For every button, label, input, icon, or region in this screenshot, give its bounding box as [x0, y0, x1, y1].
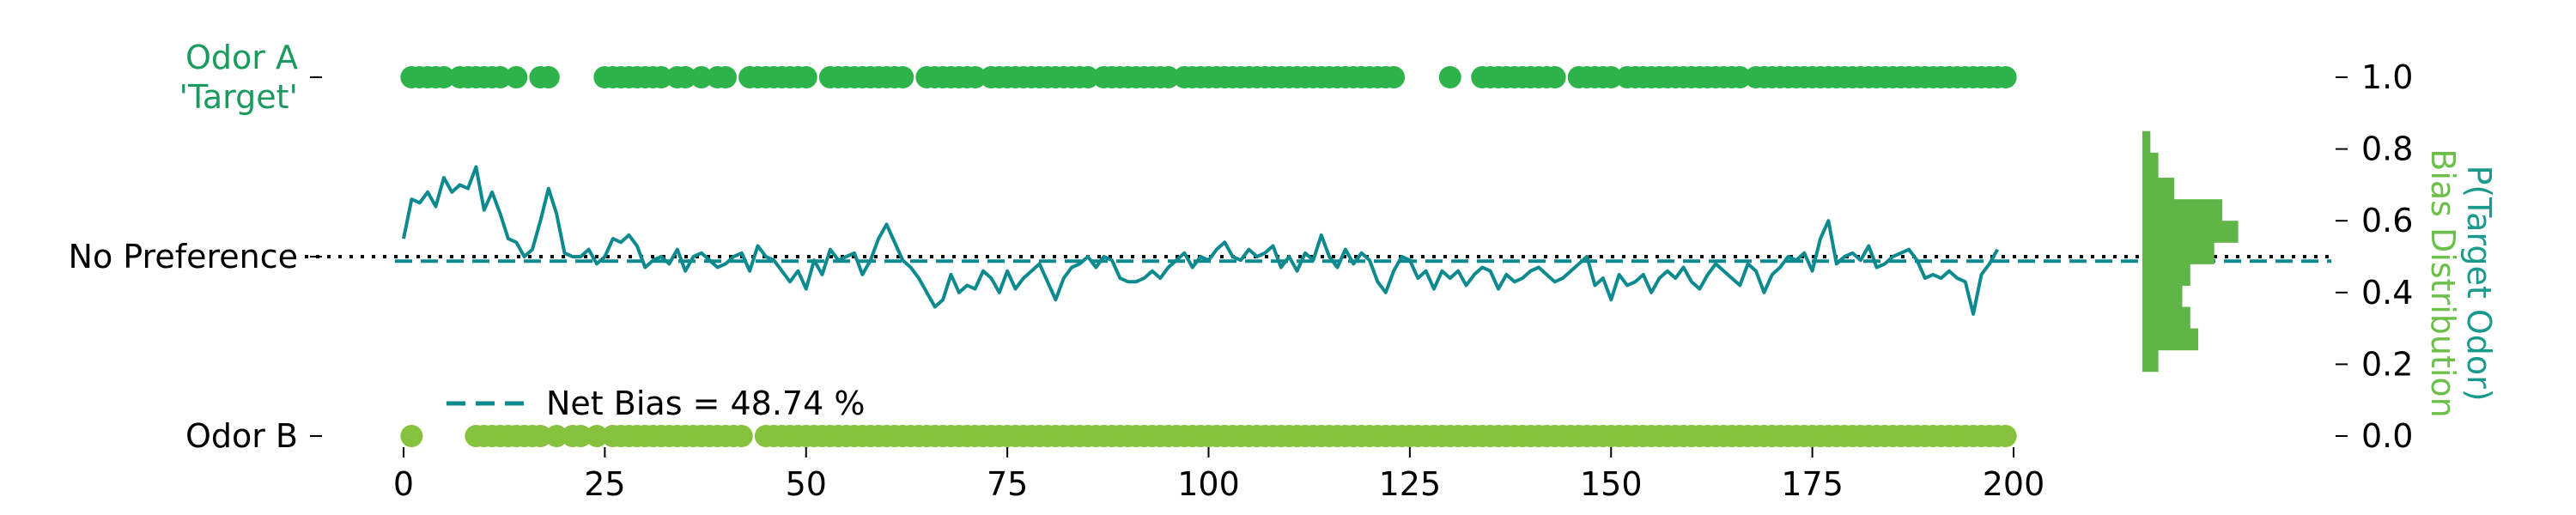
right-tick-label: 0.8 — [2361, 130, 2413, 168]
bias-line-layer — [402, 165, 2000, 316]
choice-dots-layer — [400, 66, 2017, 447]
legend-label-net-bias: Net Bias = 48.74 % — [546, 385, 865, 422]
legend: Net Bias = 48.74 % — [447, 385, 865, 422]
x-tick-label: 150 — [1580, 465, 1643, 503]
odor-a-choice-dot — [1994, 66, 2017, 88]
right-tick-label: 0.2 — [2361, 345, 2413, 383]
odor-a-choice-dot — [1076, 66, 1099, 88]
x-tick-label: 100 — [1177, 465, 1240, 503]
histogram-bar-1 — [2142, 328, 2199, 351]
odor-b-choice-dot — [1994, 425, 2017, 447]
odor-b-choice-dot — [545, 425, 568, 447]
odor-a-choice-dot — [505, 66, 528, 88]
x-tick-label: 25 — [584, 465, 625, 503]
left-category-label: Odor B — [185, 417, 298, 455]
x-tick-label: 75 — [987, 465, 1028, 503]
histogram-bar-7 — [2142, 199, 2222, 221]
odor-a-choice-dot — [1728, 66, 1752, 88]
left-category-label: No Preference — [69, 238, 298, 276]
odor-a-choice-dot — [432, 66, 455, 88]
x-tick-label: 125 — [1379, 465, 1442, 503]
odor-a-choice-dot — [1382, 66, 1406, 88]
histogram-bar-6 — [2142, 221, 2239, 243]
right-axis-sublabel: Bias Distribution — [2424, 148, 2462, 417]
odor-a-choice-dot — [674, 66, 697, 88]
right-tick-label: 1.0 — [2361, 58, 2413, 96]
histogram-bar-4 — [2142, 264, 2190, 286]
odor-a-choice-dot — [1157, 66, 1180, 88]
reference-lines-layer — [305, 255, 2331, 264]
histogram-bar-9 — [2142, 152, 2159, 179]
odor-a-choice-dot — [891, 66, 914, 88]
odor-b-choice-dot — [529, 425, 552, 447]
odor-a-choice-dot — [1543, 66, 1566, 88]
left-category-label: 'Target' — [179, 78, 298, 116]
odor-a-choice-dot — [963, 66, 987, 88]
labels-layer: Odor A'Target' No Preference Odor B — [69, 39, 298, 455]
odor-a-choice-dot — [650, 66, 672, 88]
odor-b-choice-dot — [400, 425, 423, 447]
x-tick-label: 200 — [1983, 465, 2045, 503]
right-tick-label: 0.0 — [2361, 417, 2413, 455]
histogram-layer — [2142, 130, 2239, 373]
x-tick-label: 0 — [393, 465, 414, 503]
bias-series-line — [402, 165, 2000, 316]
odor-a-choice-dot — [690, 66, 713, 88]
odor-a-choice-dot — [1600, 66, 1623, 88]
histogram-bar-2 — [2142, 306, 2190, 330]
histogram-bar-8 — [2142, 178, 2175, 200]
odor-b-choice-dot — [730, 425, 753, 447]
odor-a-choice-dot — [537, 66, 560, 88]
left-category-label: Odor A — [185, 39, 298, 76]
right-tick-label: 0.4 — [2361, 274, 2413, 312]
right-tick-label: 0.6 — [2361, 202, 2413, 239]
odor-b-choice-dot — [586, 425, 608, 447]
histogram-bar-3 — [2142, 285, 2183, 308]
odor-a-choice-dot — [489, 66, 512, 88]
axes-layer: 0 25 50 75 100 125 150 175 200 0.0 0.2 0.4 0.6 0.8 1.0 — [310, 58, 2413, 503]
odor-b-choice-dot — [569, 425, 592, 447]
odor-a-choice-dot — [714, 66, 737, 88]
odor-a-choice-dot — [1438, 66, 1461, 88]
right-axis-label: P(Target Odor) — [2460, 165, 2498, 401]
x-tick-label: 50 — [786, 465, 827, 503]
odor-a-choice-dot — [794, 66, 817, 88]
histogram-bar-5 — [2142, 242, 2215, 264]
histogram-bar-0 — [2142, 349, 2159, 373]
x-tick-label: 175 — [1781, 465, 1844, 503]
histogram-bar-10 — [2142, 130, 2151, 154]
